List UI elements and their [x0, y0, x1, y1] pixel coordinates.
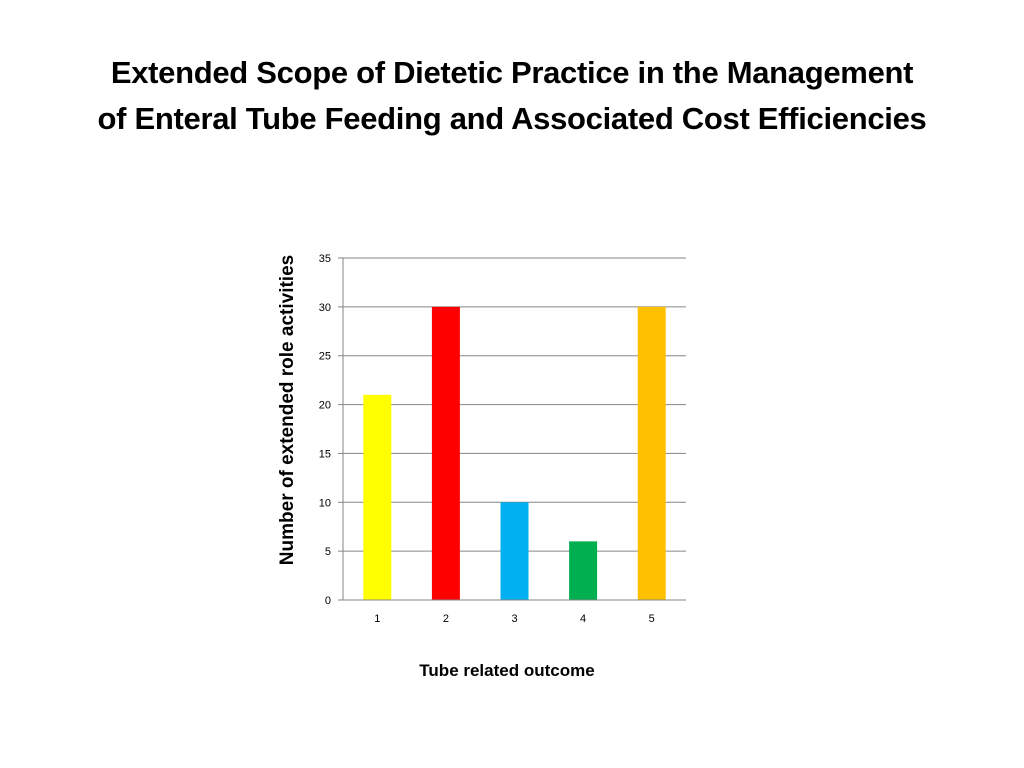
x-axis-label: Tube related outcome	[419, 661, 594, 680]
y-tick-label: 0	[325, 595, 331, 607]
bar-4	[569, 541, 598, 600]
x-tick-label: 1	[374, 613, 380, 625]
gridlines	[343, 257, 686, 552]
y-tick-labels: 0 5 10 15 20 25 30 35	[319, 253, 331, 607]
bars	[363, 306, 666, 600]
bar-2	[431, 306, 460, 600]
y-tick-label: 5	[325, 546, 331, 558]
x-tick-label: 3	[511, 613, 517, 625]
bar-3	[500, 502, 529, 600]
y-tick-label: 35	[319, 253, 331, 265]
x-tick-label: 2	[443, 613, 449, 625]
y-tick-label: 15	[319, 448, 331, 460]
axes	[338, 257, 686, 601]
y-tick-label: 25	[319, 351, 331, 363]
x-tick-label: 5	[649, 613, 655, 625]
x-tick-labels: 1 2 3 4 5	[374, 613, 655, 625]
bar-1	[363, 394, 392, 600]
y-tick-label: 10	[319, 497, 331, 509]
y-tick-label: 20	[319, 400, 331, 412]
y-axis-label: Number of extended role activities	[277, 255, 298, 565]
x-tick-label: 4	[580, 613, 586, 625]
slide-title-line-1: Extended Scope of Dietetic Practice in t…	[110, 55, 914, 90]
bar-5	[637, 306, 666, 600]
slide-title-line-2: of Enteral Tube Feeding and Associated C…	[97, 101, 927, 136]
y-tick-label: 30	[319, 302, 331, 314]
slide-title: Extended Scope of Dietetic Practice in t…	[40, 50, 984, 142]
